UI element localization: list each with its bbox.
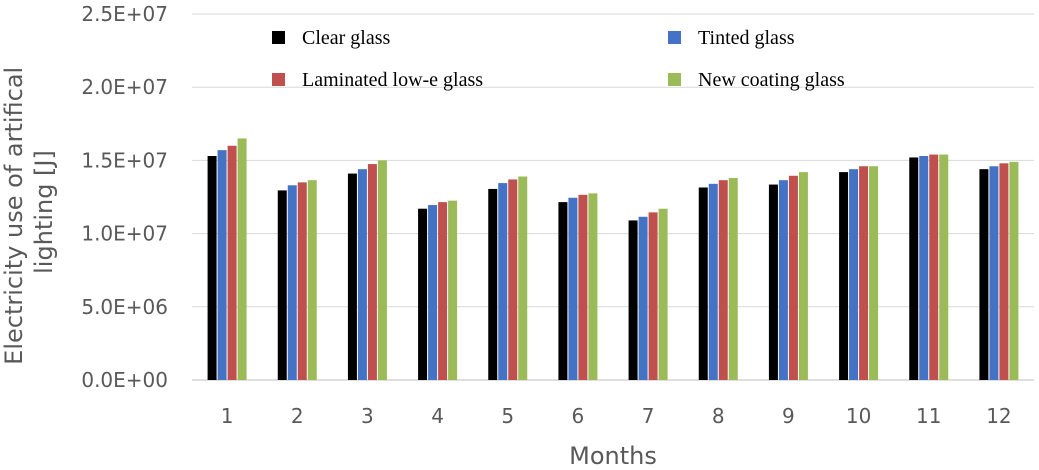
- bar: [798, 172, 808, 380]
- x-tick-label: 12: [986, 404, 1011, 428]
- x-tick-label: 2: [291, 404, 304, 428]
- bar: [558, 202, 568, 380]
- bar: [909, 157, 919, 380]
- y-tick-label: 1.0E+07: [81, 222, 168, 246]
- bar: [357, 169, 367, 380]
- x-tick-label: 7: [642, 404, 655, 428]
- bar: [728, 177, 738, 380]
- legend-label: Laminated low-e glass: [302, 69, 483, 91]
- bar: [207, 156, 217, 380]
- bar: [628, 220, 638, 380]
- x-tick-label: 3: [361, 404, 374, 428]
- bar: [999, 163, 1009, 380]
- bar: [498, 183, 508, 380]
- legend-label: Tinted glass: [698, 27, 795, 49]
- bar: [277, 190, 287, 380]
- bar: [638, 216, 648, 380]
- bar: [518, 176, 528, 380]
- legend-swatch: [272, 31, 285, 44]
- bar: [768, 184, 778, 380]
- legend-swatch: [668, 31, 681, 44]
- x-tick-label: 1: [221, 404, 234, 428]
- legend-swatch: [668, 73, 681, 86]
- bar: [839, 172, 849, 380]
- bar: [438, 202, 448, 380]
- y-tick-labels: 0.0E+00 5.0E+06 1.0E+07 1.5E+07 2.0E+07 2.5E+…: [81, 2, 168, 392]
- y-tick-label: 1.5E+07: [81, 148, 168, 172]
- bar: [979, 169, 989, 380]
- bar: [297, 182, 307, 380]
- bar: [237, 138, 247, 380]
- y-axis-title: Electricity use of artifical lighting [J…: [0, 59, 58, 365]
- y-axis-title-line-1: Electricity use of artifical: [0, 67, 28, 365]
- bar: [347, 173, 357, 380]
- bar: [448, 200, 458, 380]
- y-tick-label: 5.0E+06: [81, 295, 168, 319]
- bar: [648, 212, 658, 380]
- bar: [919, 156, 929, 380]
- x-tick-labels: 1 2 3 4 5 6 7 8 9 10 11 12: [221, 404, 1012, 428]
- bar: [849, 169, 859, 380]
- bar: [989, 166, 999, 380]
- x-tick-label: 5: [501, 404, 514, 428]
- legend-label: Clear glass: [302, 27, 391, 49]
- x-tick-label: 6: [572, 404, 585, 428]
- bar: [708, 183, 718, 380]
- x-axis-title: Months: [569, 442, 657, 470]
- bar: [788, 175, 798, 380]
- bar: [377, 160, 387, 380]
- bar: [367, 164, 377, 380]
- legend-label: New coating glass: [698, 69, 845, 91]
- legend: Clear glass Tinted glass Laminated low-e g…: [272, 27, 845, 91]
- y-axis-title-line-2: lighting [J]: [30, 150, 58, 274]
- x-tick-label: 10: [846, 404, 871, 428]
- bar: [859, 166, 869, 380]
- y-tick-label: 2.5E+07: [81, 2, 168, 26]
- bar: [428, 205, 438, 380]
- bars: [207, 138, 1019, 380]
- bar: [658, 208, 668, 380]
- legend-swatch: [272, 73, 285, 86]
- x-tick-label: 4: [431, 404, 444, 428]
- bar: [508, 179, 518, 380]
- bar: [939, 154, 949, 380]
- bar: [869, 166, 879, 380]
- x-tick-label: 9: [782, 404, 795, 428]
- bar: [418, 208, 428, 380]
- bar: [227, 145, 237, 380]
- bar: [568, 197, 578, 380]
- bar: [307, 180, 317, 380]
- bar: [1009, 161, 1019, 380]
- bar: [287, 185, 297, 380]
- x-tick-label: 8: [712, 404, 725, 428]
- bar: [778, 180, 788, 380]
- bar: [588, 193, 598, 380]
- bar: [698, 187, 708, 380]
- bar: [578, 194, 588, 380]
- bar: [718, 180, 728, 380]
- y-tick-label: 2.0E+07: [81, 75, 168, 99]
- gridlines: [192, 13, 1034, 381]
- y-tick-label: 0.0E+00: [81, 368, 168, 392]
- bar: [488, 188, 498, 380]
- x-tick-label: 11: [916, 404, 941, 428]
- bar: [929, 154, 939, 380]
- bar: [217, 150, 227, 380]
